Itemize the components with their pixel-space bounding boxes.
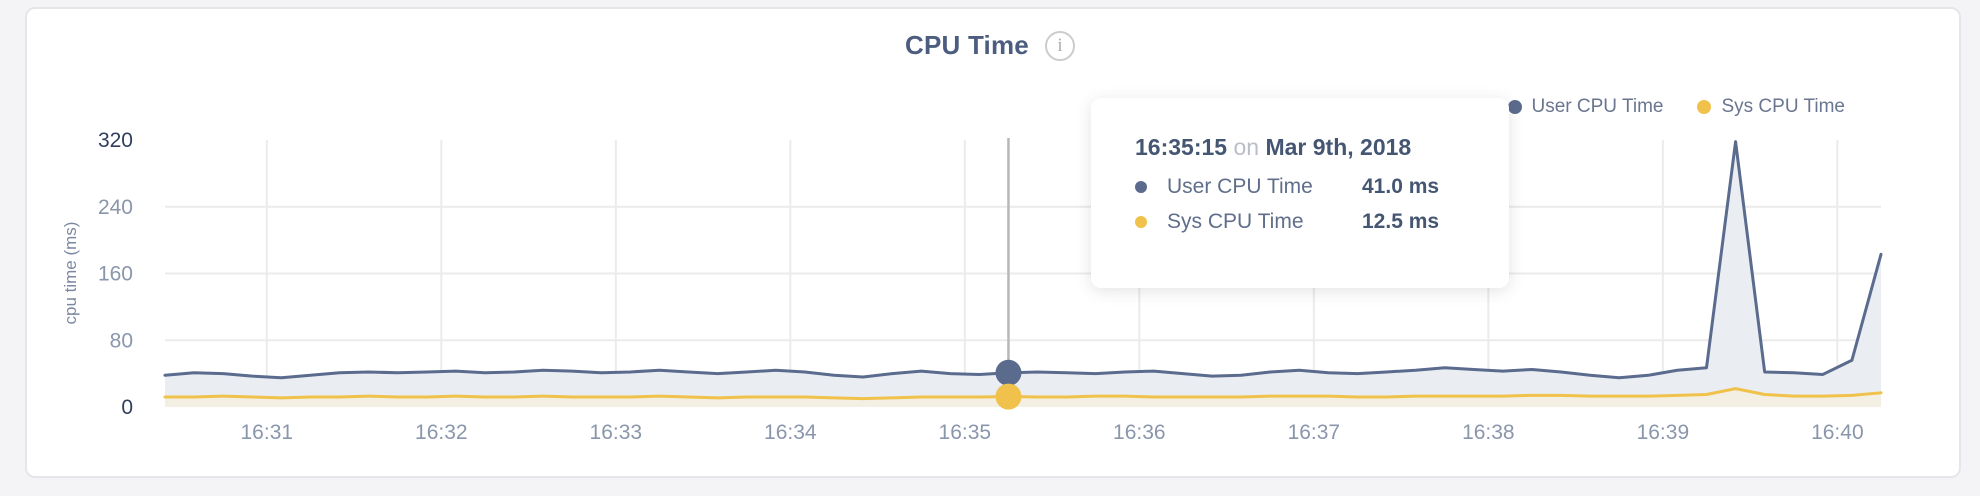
x-tick-label: 16:38 — [1462, 421, 1515, 444]
x-tick-label: 16:35 — [939, 421, 992, 444]
tooltip-sys-label: Sys CPU Time — [1167, 210, 1304, 233]
y-axis-title: cpu time (ms) — [61, 221, 80, 325]
tooltip-user-value: 41.0 ms — [1362, 175, 1440, 198]
legend-label: Sys CPU Time — [1721, 96, 1845, 117]
info-icon[interactable]: i — [1044, 30, 1075, 61]
legend-label: User CPU Time — [1531, 96, 1664, 117]
chart-legend: User CPU Time Sys CPU Time — [1507, 96, 1845, 118]
x-tick-label: 16:37 — [1288, 421, 1341, 444]
tooltip-user-label: User CPU Time — [1167, 175, 1313, 198]
y-tick-label: 320 — [98, 129, 133, 152]
user-cpu-legend-dot — [1507, 100, 1522, 114]
user-cpu-area — [165, 141, 1881, 407]
x-tick-label: 16:32 — [415, 421, 468, 444]
tooltip-row-user: User CPU Time 41.0 ms — [1135, 175, 1509, 199]
tooltip-header: 16:35:15 on Mar 9th, 2018 — [1135, 134, 1509, 161]
user-cpu-line — [163, 140, 1883, 380]
chart-tooltip: 16:35:15 on Mar 9th, 2018 User CPU Time … — [1091, 98, 1509, 288]
tooltip-sys-value: 12.5 ms — [1362, 210, 1440, 233]
legend-item-sys-cpu[interactable]: Sys CPU Time — [1697, 96, 1845, 118]
chart-title: CPU Time — [905, 30, 1029, 60]
sys-cpu-line — [163, 387, 1883, 401]
x-tick-label: 16:34 — [764, 421, 817, 444]
x-tick-label: 16:31 — [241, 421, 294, 444]
chart-header: CPU Time i — [0, 30, 1980, 61]
tooltip-row-sys: Sys CPU Time 12.5 ms — [1135, 210, 1509, 234]
tooltip-on-word: on — [1233, 134, 1260, 160]
user-cpu-highlight-dot — [995, 359, 1022, 386]
legend-item-user-cpu[interactable]: User CPU Time — [1507, 96, 1664, 118]
x-tick-label: 16:40 — [1811, 421, 1864, 444]
x-tick-label: 16:33 — [590, 421, 643, 444]
y-tick-label: 80 — [110, 329, 133, 352]
y-tick-label: 160 — [98, 263, 133, 286]
tooltip-date: Mar 9th, 2018 — [1265, 134, 1412, 160]
y-tick-label: 0 — [121, 396, 133, 419]
sys-cpu-highlight-dot — [995, 383, 1022, 410]
tooltip-sys-dot — [1135, 216, 1147, 228]
sys-cpu-legend-dot — [1697, 100, 1712, 114]
tooltip-time: 16:35:15 — [1135, 134, 1228, 160]
y-tick-label: 240 — [98, 196, 133, 219]
tooltip-user-dot — [1135, 181, 1147, 193]
x-tick-label: 16:36 — [1113, 421, 1166, 444]
x-tick-label: 16:39 — [1637, 421, 1690, 444]
